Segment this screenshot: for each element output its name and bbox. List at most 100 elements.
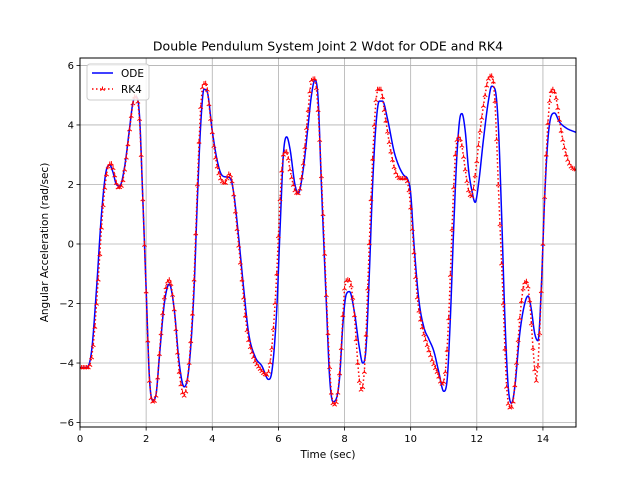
legend-marker-rk4 [100, 86, 105, 92]
data-point-rk4 [406, 187, 412, 193]
data-point-rk4 [123, 155, 129, 160]
data-point-rk4 [510, 399, 516, 404]
data-point-rk4 [515, 337, 521, 343]
data-point-rk4 [198, 104, 204, 110]
data-point-rk4 [447, 272, 453, 278]
data-point-rk4 [505, 401, 511, 406]
data-point-rk4 [426, 347, 432, 353]
data-point-rk4 [322, 251, 328, 256]
data-point-rk4 [414, 295, 420, 300]
data-point-rk4 [378, 86, 384, 92]
data-point-rk4 [484, 83, 490, 88]
data-point-rk4 [556, 117, 562, 122]
data-point-rk4 [214, 164, 220, 169]
data-point-rk4 [242, 313, 248, 318]
y-tick-label: 0 [68, 239, 74, 250]
data-point-rk4 [229, 179, 235, 184]
data-point-rk4 [424, 342, 430, 348]
data-point-rk4 [160, 310, 166, 316]
data-point-rk4 [389, 157, 395, 163]
data-point-rk4 [464, 178, 470, 184]
data-point-rk4 [211, 143, 217, 149]
legend: ODE RK4 [86, 63, 150, 101]
data-point-rk4 [356, 378, 362, 384]
data-point-rk4 [170, 292, 176, 297]
data-point-rk4 [368, 196, 374, 202]
data-point-rk4 [421, 331, 427, 337]
data-point-rk4 [118, 183, 124, 188]
data-point-rk4 [143, 289, 149, 294]
data-point-rk4 [338, 345, 344, 351]
data-point-rk4 [94, 301, 100, 306]
data-point-rk4 [513, 360, 519, 366]
data-point-rk4 [274, 271, 280, 276]
data-point-rk4 [441, 379, 447, 384]
data-point-rk4 [130, 100, 136, 106]
data-point-rk4 [333, 399, 339, 405]
data-point-rk4 [351, 312, 357, 318]
data-point-rk4 [284, 149, 290, 154]
data-point-rk4 [318, 173, 324, 179]
data-point-rk4 [474, 158, 480, 164]
data-point-rk4 [188, 338, 194, 344]
data-point-rk4 [386, 139, 392, 145]
data-point-rk4 [497, 221, 503, 227]
data-point-rk4 [325, 330, 331, 336]
data-point-rk4 [287, 167, 293, 172]
data-point-rk4 [408, 205, 414, 210]
x-axis-label: Time (sec) [300, 449, 356, 461]
data-point-rk4 [327, 364, 333, 370]
grid [79, 58, 576, 427]
data-point-rk4 [290, 182, 296, 187]
x-tick-label: 4 [209, 434, 215, 445]
data-point-rk4 [442, 369, 448, 374]
data-point-rk4 [203, 80, 209, 86]
data-point-rk4 [249, 349, 255, 355]
data-point-rk4 [313, 85, 319, 91]
data-point-rk4 [270, 325, 276, 331]
data-point-rk4 [462, 167, 468, 172]
data-point-rk4 [251, 354, 257, 360]
data-point-rk4 [191, 277, 197, 282]
data-point-rk4 [388, 149, 394, 154]
x-tick-label: 2 [143, 434, 149, 445]
data-point-rk4 [475, 143, 481, 148]
data-point-rk4 [383, 118, 389, 123]
data-point-rk4 [206, 101, 212, 107]
x-tick-label: 6 [275, 434, 281, 445]
data-point-rk4 [328, 390, 334, 395]
data-point-rk4 [363, 332, 369, 337]
data-point-rk4 [265, 369, 271, 374]
data-point-rk4 [189, 311, 195, 316]
data-point-rk4 [342, 286, 348, 291]
data-point-rk4 [98, 225, 104, 230]
data-point-rk4 [163, 284, 169, 290]
chart-title: Double Pendulum System Joint 2 Wdot for … [153, 39, 503, 54]
data-point-rk4 [216, 170, 222, 176]
y-tick-label: 4 [68, 120, 74, 131]
data-point-rk4 [380, 94, 386, 100]
data-point-rk4 [457, 136, 463, 142]
data-point-rk4 [416, 308, 422, 313]
data-point-rk4 [102, 185, 108, 190]
data-point-rk4 [547, 98, 553, 104]
data-point-rk4 [385, 129, 391, 134]
data-point-rk4 [231, 192, 237, 197]
data-point-rk4 [87, 362, 93, 367]
data-point-rk4 [317, 137, 323, 143]
data-point-rk4 [153, 393, 159, 398]
data-point-rk4 [244, 327, 250, 333]
data-point-rk4 [532, 367, 538, 372]
data-point-rk4 [237, 260, 243, 265]
data-point-rk4 [108, 161, 114, 166]
data-point-rk4 [472, 173, 478, 178]
data-point-rk4 [184, 377, 190, 383]
data-point-rk4 [138, 152, 144, 158]
data-point-rk4 [151, 398, 157, 403]
data-point-rk4 [127, 126, 133, 132]
data-point-rk4 [320, 211, 326, 217]
data-point-rk4 [561, 145, 567, 150]
data-point-rk4 [353, 336, 359, 342]
data-point-rk4 [171, 306, 177, 312]
data-point-rk4 [489, 73, 495, 78]
